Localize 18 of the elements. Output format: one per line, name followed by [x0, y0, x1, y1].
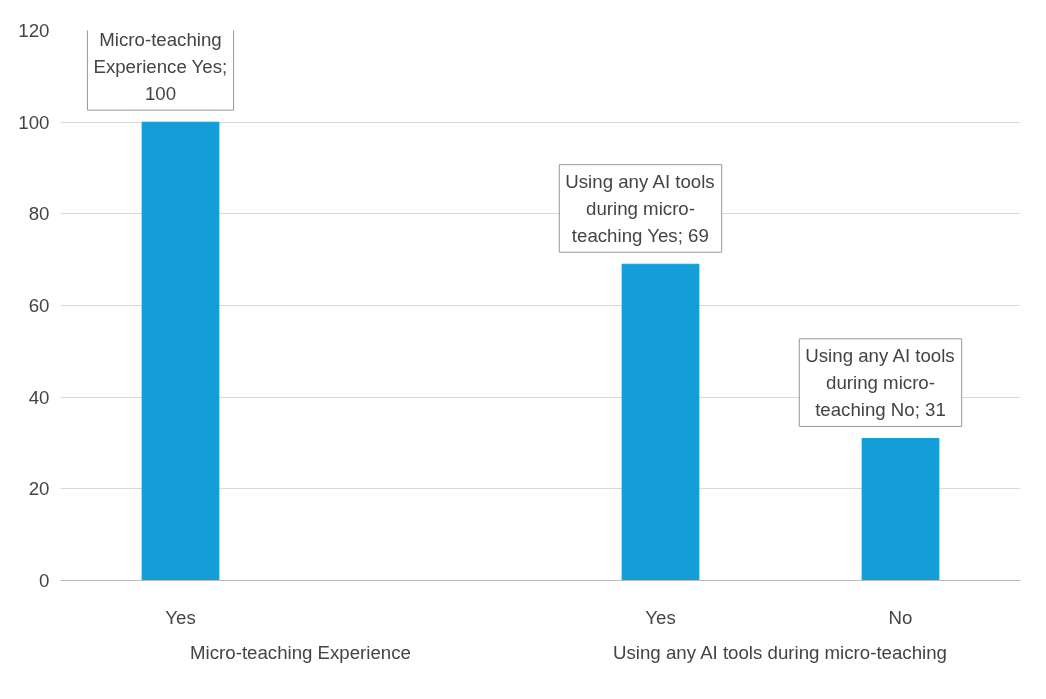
data-label: Micro-teaching Experience Yes; 100: [93, 28, 228, 105]
bar: [861, 437, 940, 581]
x-tick-label: Yes: [165, 606, 196, 628]
y-tick-label: 120: [18, 20, 50, 41]
data-label: Using any AI tools during micro-teaching Yes; 69: [565, 170, 715, 247]
y-tick-label: 40: [28, 386, 50, 408]
x-tick-label: Yes: [645, 606, 676, 628]
y-tick-label: 100: [18, 111, 50, 133]
data-label: Using any AI tools during micro-teaching No; 31: [805, 344, 955, 421]
text: Micro-teaching Experience: [190, 641, 411, 663]
bar: [141, 121, 220, 581]
x-tick-label: No: [888, 606, 913, 628]
text: Using any AI tools during micro-teaching: [613, 641, 947, 663]
y-tick-label: 0: [39, 570, 50, 591]
bar: [621, 263, 700, 581]
y-tick-label: 20: [28, 478, 50, 500]
y-tick-label: 80: [28, 203, 50, 225]
y-tick-label: 60: [28, 295, 50, 316]
